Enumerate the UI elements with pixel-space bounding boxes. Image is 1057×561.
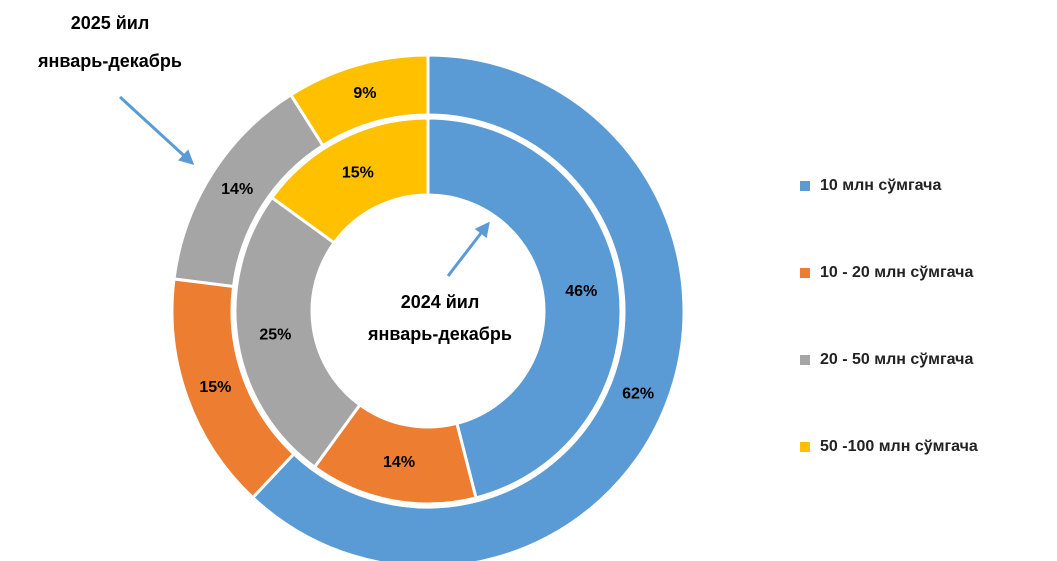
legend-swatch (800, 355, 810, 365)
arrow (118, 95, 195, 166)
legend-swatch (800, 442, 810, 452)
annotation: 2025 йил (71, 13, 150, 33)
arrow (446, 221, 490, 277)
data-label: 15% (342, 165, 374, 182)
legend-label: 20 - 50 млн сўмгача (820, 351, 973, 368)
data-label: 62% (622, 385, 654, 402)
data-label: 9% (353, 85, 376, 102)
data-label: 15% (199, 379, 231, 396)
donut-segment (233, 195, 362, 470)
rings (170, 53, 686, 561)
donut-segment (288, 53, 430, 148)
data-label: 14% (221, 181, 253, 198)
donut-segment (250, 53, 686, 561)
legend-label: 50 -100 млн сўмгача (820, 438, 978, 455)
annotation: январь-декабрь (367, 324, 512, 344)
donut-segment (426, 116, 623, 500)
annotation: 2024 йил (401, 292, 480, 312)
legend-label: 10 - 20 млн сўмгача (820, 264, 973, 281)
data-label: 25% (259, 326, 291, 343)
data-label: 46% (565, 283, 597, 300)
data-label: 14% (383, 454, 415, 471)
legend-swatch (800, 268, 810, 278)
annotation: январь-декабрь (37, 51, 182, 71)
legend-label: 10 млн сўмгача (820, 177, 941, 194)
donut-segment (269, 116, 430, 245)
legend-swatch (800, 181, 810, 191)
